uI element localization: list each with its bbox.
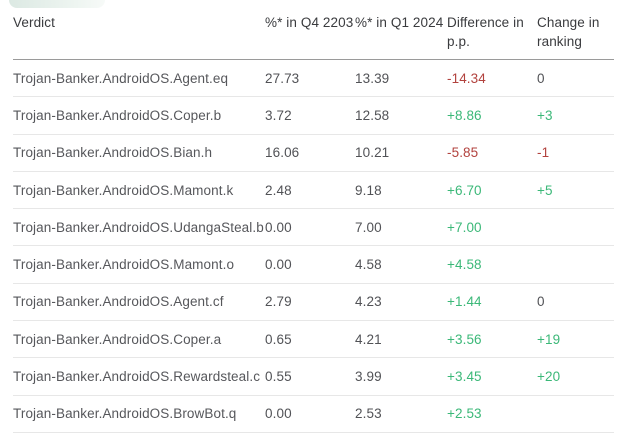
table-row: Trojan-Banker.AndroidOS.Bian.h 16.06 10.…: [13, 135, 614, 172]
column-header-ranking: Change in ranking: [537, 15, 600, 49]
q1-value-cell: 7.00: [355, 219, 382, 235]
cutoff-highlight-decoration: [9, 0, 105, 8]
ranking-change-cell: +19: [537, 331, 561, 347]
difference-cell: +6.70: [447, 182, 482, 198]
verdict-cell: Trojan-Banker.AndroidOS.Mamont.o: [13, 257, 235, 273]
verdict-cell: Trojan-Banker.AndroidOS.Agent.eq: [13, 70, 229, 86]
ranking-change-cell: +3: [537, 107, 553, 123]
verdict-cell: Trojan-Banker.AndroidOS.BrowBot.q: [13, 406, 237, 422]
ranking-change-cell: 0: [537, 70, 545, 86]
q1-value-cell: 4.23: [355, 294, 382, 310]
q1-value-cell: 3.99: [355, 369, 382, 385]
q1-value-cell: 9.18: [355, 182, 382, 198]
verdict-cell: Trojan-Banker.AndroidOS.Coper.b: [13, 107, 222, 123]
q1-value-cell: 4.58: [355, 257, 382, 273]
q4-value-cell: 0.00: [265, 219, 292, 235]
verdict-cell: Trojan-Banker.AndroidOS.Agent.cf: [13, 294, 224, 310]
q4-value-cell: 2.79: [265, 294, 292, 310]
difference-cell: +3.45: [447, 369, 482, 385]
table-row: Trojan-Banker.AndroidOS.Mamont.o 0.00 4.…: [13, 246, 614, 284]
q1-value-cell: 13.39: [355, 70, 390, 86]
table-row: Trojan-Banker.AndroidOS.Coper.a 0.65 4.2…: [13, 321, 614, 359]
malware-stats-table: Verdict %* in Q4 2203 %* in Q1 2024 Diff…: [13, 0, 614, 433]
verdict-cell: Trojan-Banker.AndroidOS.Coper.a: [13, 331, 222, 347]
ranking-change-cell: 0: [537, 294, 545, 310]
ranking-change-cell: +20: [537, 369, 561, 385]
ranking-change-cell: +5: [537, 182, 553, 198]
difference-cell: +1.44: [447, 294, 482, 310]
q1-value-cell: 12.58: [355, 107, 390, 123]
column-header-q1-percent: %* in Q1 2024: [355, 15, 444, 30]
verdict-cell: Trojan-Banker.AndroidOS.UdangaSteal.b: [13, 219, 264, 235]
q4-value-cell: 2.48: [265, 182, 292, 198]
difference-cell: +7.00: [447, 219, 482, 235]
q4-value-cell: 27.73: [265, 70, 300, 86]
difference-cell: +8.86: [447, 107, 482, 123]
table-row: Trojan-Banker.AndroidOS.UdangaSteal.b 0.…: [13, 209, 614, 247]
column-header-difference: Difference in p.p.: [447, 15, 524, 49]
difference-cell: +2.53: [447, 406, 482, 422]
table-row: Trojan-Banker.AndroidOS.BrowBot.q 0.00 2…: [13, 396, 614, 433]
column-header-verdict: Verdict: [13, 15, 55, 30]
table-row: Trojan-Banker.AndroidOS.Mamont.k 2.48 9.…: [13, 172, 614, 210]
q4-value-cell: 0.00: [265, 406, 292, 422]
verdict-cell: Trojan-Banker.AndroidOS.Mamont.k: [13, 182, 234, 198]
difference-cell: +3.56: [447, 331, 482, 347]
q4-value-cell: 0.65: [265, 331, 292, 347]
q4-value-cell: 16.06: [265, 145, 300, 161]
q4-value-cell: 3.72: [265, 107, 292, 123]
q1-value-cell: 4.21: [355, 331, 382, 347]
difference-cell: -5.85: [447, 145, 479, 161]
q1-value-cell: 2.53: [355, 406, 382, 422]
table-row: Trojan-Banker.AndroidOS.Rewardsteal.c 0.…: [13, 358, 614, 396]
verdict-cell: Trojan-Banker.AndroidOS.Bian.h: [13, 145, 213, 161]
table-header-row: Verdict %* in Q4 2203 %* in Q1 2024 Diff…: [13, 0, 614, 60]
difference-cell: +4.58: [447, 257, 482, 273]
table-row: Trojan-Banker.AndroidOS.Coper.b 3.72 12.…: [13, 97, 614, 135]
verdict-cell: Trojan-Banker.AndroidOS.Rewardsteal.c: [13, 369, 261, 385]
table-row: Trojan-Banker.AndroidOS.Agent.cf 2.79 4.…: [13, 284, 614, 322]
table-row: Trojan-Banker.AndroidOS.Agent.eq 27.73 1…: [13, 60, 614, 98]
q4-value-cell: 0.55: [265, 369, 292, 385]
ranking-change-cell: -1: [537, 145, 550, 161]
difference-cell: -14.34: [447, 70, 486, 86]
q4-value-cell: 0.00: [265, 257, 292, 273]
column-header-q4-percent: %* in Q4 2203: [265, 15, 354, 30]
q1-value-cell: 10.21: [355, 145, 390, 161]
